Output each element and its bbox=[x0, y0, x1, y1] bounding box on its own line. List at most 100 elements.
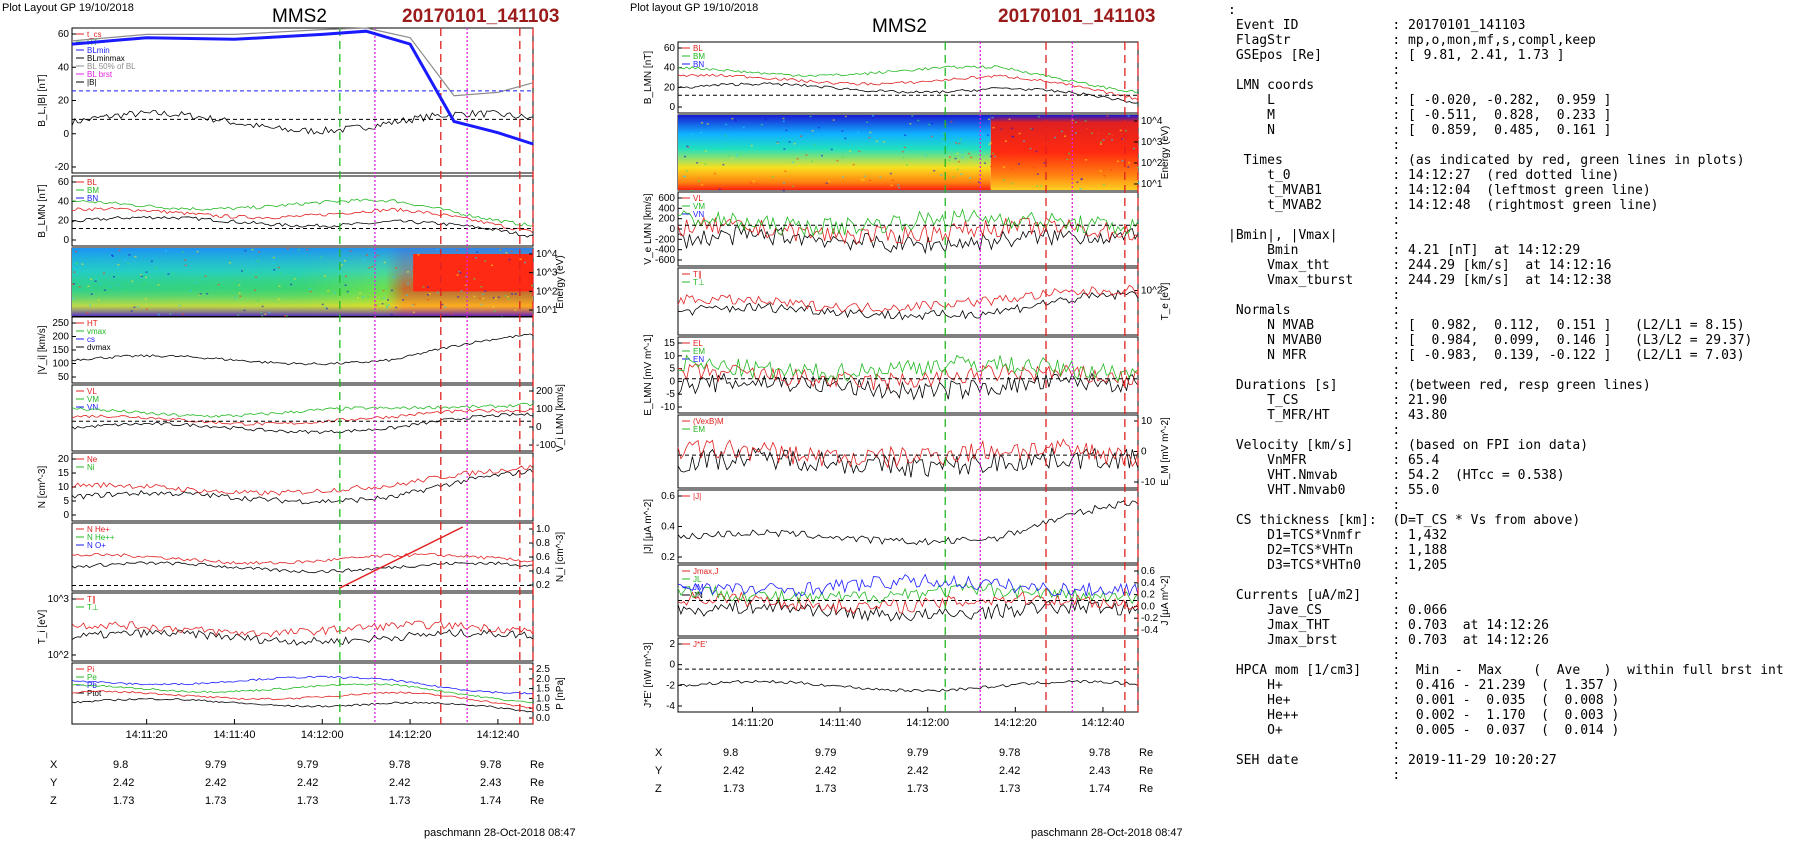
x-tick-label: 14:11:20 bbox=[126, 729, 168, 741]
spectrogram-noise bbox=[363, 258, 366, 261]
spectrogram-noise bbox=[367, 282, 370, 284]
data-trace bbox=[677, 73, 1139, 101]
pos-value: 2.42 bbox=[205, 777, 227, 789]
y-axis-label: B_LMN [nT] bbox=[37, 184, 48, 238]
spectrogram-noise bbox=[165, 250, 168, 252]
spectrogram-noise bbox=[882, 141, 885, 143]
spectrogram-noise bbox=[1043, 162, 1046, 164]
spectrogram-noise bbox=[898, 187, 901, 189]
y-tick-label: -4 bbox=[666, 701, 675, 712]
data-trace bbox=[677, 82, 1139, 104]
legend-label: (VexB)M bbox=[693, 417, 724, 426]
y-tick-label: 0 bbox=[63, 129, 69, 140]
legend-label: EM bbox=[693, 425, 705, 434]
spectrogram-noise bbox=[524, 261, 527, 264]
spectrogram-noise bbox=[204, 275, 207, 278]
spectrogram-noise bbox=[1121, 159, 1124, 162]
info-line: : bbox=[1392, 363, 1401, 378]
spectrogram-noise bbox=[948, 159, 951, 162]
y-tick-label: 200 bbox=[52, 332, 69, 343]
y-tick-label: 0.5 bbox=[536, 703, 550, 714]
y-tick-label: 10^2 bbox=[48, 650, 70, 661]
spectrogram-noise bbox=[465, 275, 468, 278]
y-tick-label: 2.5 bbox=[536, 664, 550, 675]
spectrogram-noise bbox=[117, 284, 120, 286]
panel-frame bbox=[677, 336, 1139, 414]
y-tick-label: -200 bbox=[655, 234, 675, 245]
spectrogram-noise bbox=[256, 260, 259, 262]
hpca-ramp bbox=[339, 526, 464, 589]
pos-value: 1.73 bbox=[723, 783, 745, 795]
y-axis-label: B_L,|B| [nT] bbox=[37, 74, 48, 127]
spectrogram-noise bbox=[739, 152, 742, 155]
data-trace bbox=[677, 284, 1139, 313]
spectrogram-noise bbox=[184, 259, 187, 261]
info-line: Event ID : 20170101_141103 bbox=[1235, 18, 1526, 33]
spectrogram-noise bbox=[362, 296, 365, 298]
y-tick-label: 10^3 bbox=[1141, 137, 1163, 148]
info-line: : bbox=[1392, 738, 1401, 753]
spectrogram-noise bbox=[848, 150, 851, 152]
left-event-title: 20170101_141103 bbox=[402, 6, 560, 27]
spectrogram-noise bbox=[261, 305, 264, 308]
info-line: VHT.Nmvab : 54.2 (HTcc = 0.538) bbox=[1267, 468, 1565, 483]
spectrogram-noise bbox=[460, 290, 463, 292]
spectrogram-noise bbox=[482, 293, 485, 296]
spectrogram-noise bbox=[206, 293, 209, 295]
spectrogram-noise bbox=[464, 284, 467, 287]
spectrogram-noise bbox=[814, 143, 817, 146]
spectrogram-noise bbox=[484, 290, 487, 292]
y-axis-label: T_e [eV] bbox=[1160, 282, 1171, 320]
info-line: D3=TCS*VHTn0 : 1,205 bbox=[1267, 558, 1448, 573]
spectrogram-noise bbox=[961, 156, 964, 159]
spectrogram-noise bbox=[383, 297, 386, 299]
info-line: M : [ -0.511, 0.828, 0.233 ] bbox=[1267, 108, 1612, 123]
spectrogram-noise bbox=[327, 290, 330, 292]
y-tick-label: 5 bbox=[63, 496, 69, 507]
legend-label: BLminmax bbox=[87, 54, 125, 63]
spectrogram-noise bbox=[382, 271, 385, 273]
spectrogram-noise bbox=[1105, 136, 1108, 139]
pos-unit: Re bbox=[530, 795, 545, 807]
spectrogram-noise bbox=[324, 306, 327, 309]
spectrogram-noise bbox=[1097, 132, 1100, 134]
y-axis-label: |J| [μA m^-2] bbox=[643, 499, 654, 554]
spectrogram-noise bbox=[782, 117, 785, 120]
data-trace bbox=[677, 446, 1139, 478]
spectrogram-noise bbox=[272, 256, 275, 259]
spectrogram-noise bbox=[1040, 185, 1043, 187]
spectrogram-noise bbox=[1003, 179, 1006, 182]
spectrogram-noise bbox=[734, 118, 737, 121]
spectrogram-noise bbox=[933, 169, 936, 172]
spectrogram-noise bbox=[511, 293, 514, 295]
spectrogram-noise bbox=[181, 251, 184, 253]
spectrogram-noise bbox=[960, 173, 963, 176]
spectrogram-noise bbox=[891, 179, 894, 181]
spectrogram-noise bbox=[505, 252, 508, 254]
legend-label: VM bbox=[693, 202, 705, 211]
spectrogram-noise bbox=[459, 272, 462, 274]
legend-label: VN bbox=[87, 403, 98, 412]
spectrogram-noise bbox=[492, 306, 495, 308]
spectrogram-noise bbox=[333, 292, 336, 294]
series-bmag-trace bbox=[71, 27, 534, 97]
spectrogram-noise bbox=[340, 264, 343, 266]
spectrogram-noise bbox=[686, 145, 689, 148]
spectrogram-noise bbox=[1012, 148, 1015, 151]
spectrogram-noise bbox=[860, 178, 863, 181]
spectrogram-noise bbox=[407, 282, 410, 285]
y-tick-label: -2 bbox=[666, 680, 675, 691]
info-line: He++ : 0.002 - 1.170 ( 0.003 ) bbox=[1267, 708, 1620, 723]
info-line: N : [ 0.859, 0.485, 0.161 ] bbox=[1267, 123, 1612, 138]
pos-value: 1.73 bbox=[389, 795, 411, 807]
pos-row-name: Y bbox=[655, 765, 663, 777]
y-tick-label: 60 bbox=[664, 43, 676, 54]
y-axis-label: N_i [cm^-3] bbox=[555, 532, 566, 582]
info-line: t_0 : 14:12:27 (red dotted line) bbox=[1267, 168, 1620, 183]
info-line: D1=TCS*Vnmfr : 1,432 bbox=[1267, 528, 1448, 543]
spectrogram-noise bbox=[1108, 133, 1111, 135]
spectrogram-noise bbox=[480, 286, 483, 288]
